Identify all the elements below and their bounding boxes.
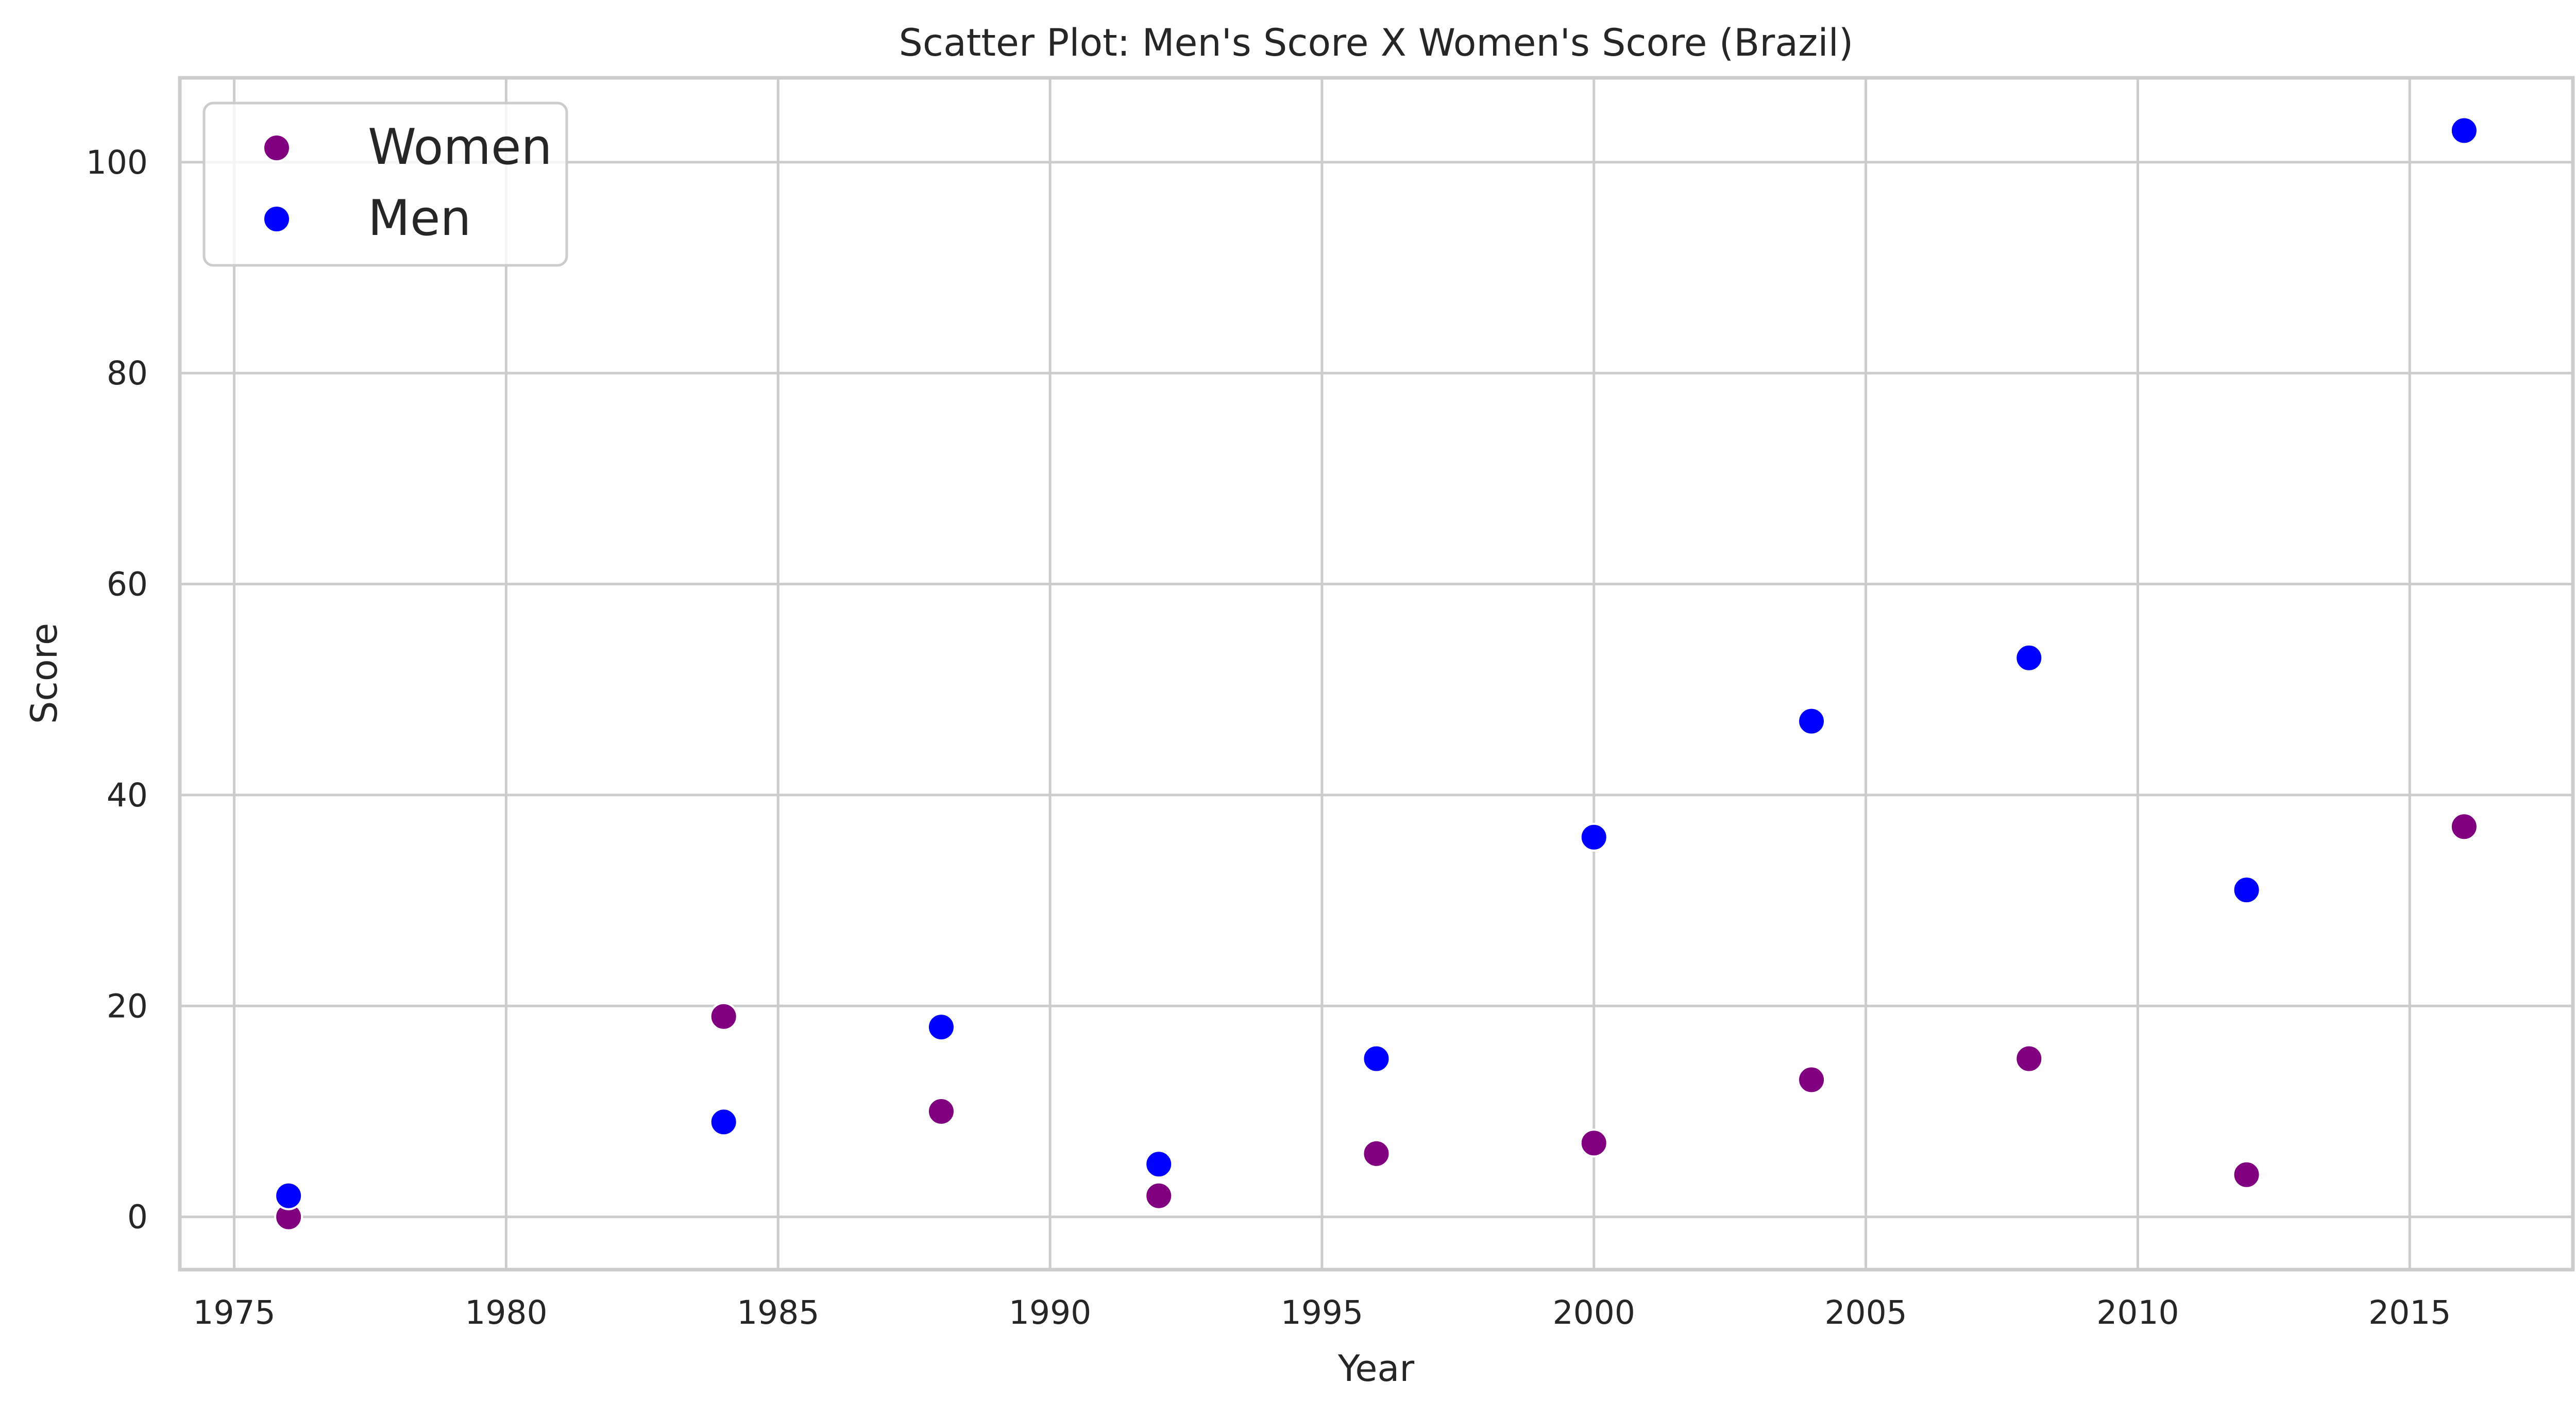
- x-tick-label: 1980: [465, 1294, 547, 1331]
- series-women: [274, 812, 2479, 1232]
- grid: [180, 78, 2573, 1270]
- point-women: [2014, 1044, 2044, 1073]
- legend-box: [202, 102, 568, 267]
- y-tick-label: 100: [86, 144, 148, 181]
- legend-label-men: Men: [368, 190, 471, 247]
- x-tick-label: 1990: [1009, 1294, 1091, 1331]
- legend-marker-men: [262, 205, 291, 233]
- chart-title: Scatter Plot: Men's Score X Women's Scor…: [899, 21, 1854, 65]
- x-tick-label: 1985: [737, 1294, 819, 1331]
- point-women: [709, 1002, 738, 1031]
- point-women: [1579, 1128, 1608, 1158]
- x-tick-label: 2010: [2096, 1294, 2179, 1331]
- y-tick-label: 0: [127, 1199, 148, 1236]
- y-tick-label: 80: [107, 355, 148, 392]
- point-women: [1362, 1139, 1391, 1168]
- y-axis-label: Score: [23, 623, 65, 724]
- x-tick-labels: 1975 1980 1985 1990 1995 2000 2005 2010 2015: [193, 1294, 2451, 1331]
- x-tick-label: 2015: [2368, 1294, 2451, 1331]
- point-men: [2232, 875, 2261, 905]
- point-women: [2449, 812, 2479, 841]
- point-women: [1144, 1181, 1174, 1210]
- point-women: [2232, 1160, 2261, 1189]
- point-men: [709, 1107, 738, 1137]
- series-men: [274, 116, 2479, 1210]
- point-men: [2014, 643, 2044, 672]
- x-tick-label: 2005: [1824, 1294, 1907, 1331]
- y-tick-labels: 0 20 40 60 80 100: [86, 144, 148, 1236]
- point-men: [1362, 1044, 1391, 1073]
- data-points: [274, 116, 2479, 1232]
- point-men: [926, 1013, 956, 1042]
- legend: Women Men: [202, 102, 568, 267]
- plot-frame: [178, 76, 2575, 1272]
- point-men: [1144, 1150, 1174, 1179]
- point-men: [1579, 822, 1608, 852]
- legend-marker-women: [262, 133, 291, 162]
- y-tick-label: 20: [107, 987, 148, 1025]
- x-tick-label: 1975: [193, 1294, 275, 1331]
- point-women: [926, 1097, 956, 1126]
- x-tick-label: 2000: [1553, 1294, 1635, 1331]
- y-tick-label: 60: [107, 566, 148, 603]
- point-women: [1797, 1065, 1826, 1094]
- point-men: [2449, 116, 2479, 145]
- point-men: [1797, 706, 1826, 736]
- x-axis-label: Year: [1337, 1347, 1414, 1390]
- y-tick-label: 40: [107, 777, 148, 814]
- legend-label-women: Women: [368, 119, 552, 176]
- point-men: [274, 1181, 303, 1210]
- x-tick-label: 1995: [1281, 1294, 1363, 1331]
